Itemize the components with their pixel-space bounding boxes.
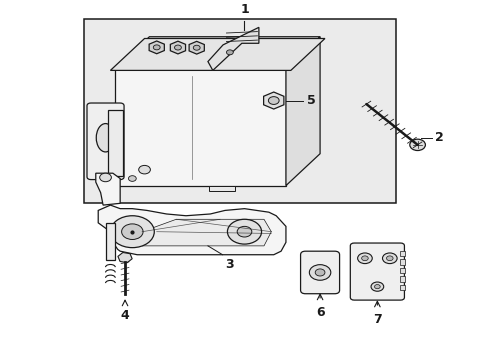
- Circle shape: [382, 253, 396, 264]
- FancyBboxPatch shape: [108, 111, 122, 176]
- Circle shape: [122, 224, 143, 239]
- Bar: [399, 259, 405, 265]
- Circle shape: [110, 216, 154, 248]
- Circle shape: [100, 173, 111, 182]
- Circle shape: [357, 253, 371, 264]
- Text: 3: 3: [224, 258, 233, 271]
- Circle shape: [174, 45, 181, 50]
- Circle shape: [128, 176, 136, 181]
- Circle shape: [139, 165, 150, 174]
- Circle shape: [193, 45, 200, 50]
- Text: 2: 2: [434, 131, 443, 144]
- Bar: [399, 268, 405, 273]
- Circle shape: [409, 139, 425, 150]
- Circle shape: [370, 282, 383, 291]
- Polygon shape: [115, 37, 320, 69]
- FancyBboxPatch shape: [300, 251, 339, 294]
- Text: 1: 1: [240, 3, 248, 16]
- FancyBboxPatch shape: [87, 103, 124, 180]
- Polygon shape: [285, 37, 320, 186]
- Polygon shape: [96, 173, 120, 205]
- Polygon shape: [110, 39, 325, 71]
- Circle shape: [315, 269, 325, 276]
- Polygon shape: [207, 27, 258, 71]
- Circle shape: [227, 219, 261, 244]
- Bar: [83, 19, 395, 203]
- Polygon shape: [209, 186, 234, 191]
- Circle shape: [309, 265, 330, 280]
- Text: 4: 4: [121, 309, 129, 322]
- Bar: [115, 69, 285, 186]
- Polygon shape: [105, 223, 115, 260]
- FancyBboxPatch shape: [349, 243, 404, 300]
- Circle shape: [374, 284, 380, 289]
- Bar: [399, 276, 405, 282]
- Ellipse shape: [96, 123, 115, 152]
- Circle shape: [153, 45, 160, 50]
- Circle shape: [237, 226, 251, 237]
- Polygon shape: [98, 205, 285, 255]
- Circle shape: [386, 256, 392, 261]
- Text: 7: 7: [372, 313, 381, 326]
- Text: 5: 5: [306, 94, 315, 107]
- Circle shape: [361, 256, 367, 261]
- Text: 6: 6: [315, 306, 324, 319]
- Circle shape: [226, 50, 233, 55]
- Polygon shape: [142, 219, 271, 246]
- Bar: [399, 285, 405, 290]
- Bar: [399, 251, 405, 256]
- Circle shape: [268, 96, 279, 104]
